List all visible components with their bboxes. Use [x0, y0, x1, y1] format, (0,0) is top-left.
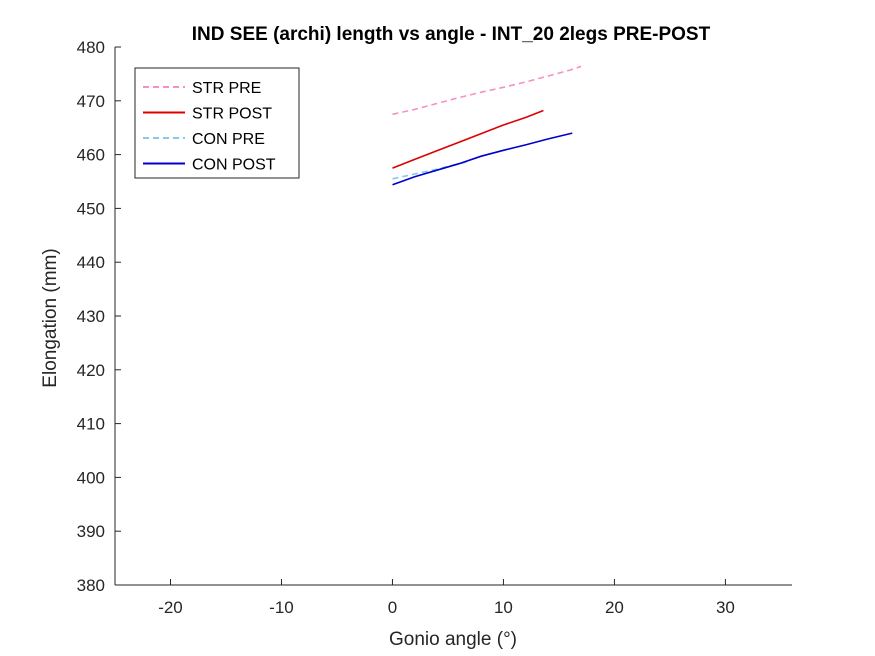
- x-tick-label: 0: [388, 598, 397, 617]
- x-axis: -20 -10 0 10 20 30: [115, 579, 792, 617]
- legend-label: STR PRE: [192, 80, 261, 97]
- y-tick-label: 460: [77, 146, 105, 165]
- y-tick-label: 480: [77, 38, 105, 57]
- x-tick-label: -20: [158, 598, 183, 617]
- legend: STR PRE STR POST CON PRE CON POST: [134, 67, 300, 179]
- y-axis-label: Elongation (mm): [40, 248, 61, 387]
- legend-label: CON POST: [192, 157, 276, 174]
- x-tick-label: -10: [269, 598, 294, 617]
- y-tick-label: 400: [77, 468, 105, 487]
- legend-label: CON PRE: [192, 131, 265, 148]
- x-tick-label: 20: [605, 598, 624, 617]
- y-tick-label: 390: [77, 522, 105, 541]
- chart-title: IND SEE (archi) length vs angle - INT_20…: [192, 24, 711, 45]
- y-tick-label: 440: [77, 253, 105, 272]
- y-axis: 380 390 400 410 420 430 440 450 460 470 480: [77, 38, 121, 595]
- y-tick-label: 420: [77, 361, 105, 380]
- legend-label: STR POST: [192, 106, 272, 123]
- y-tick-label: 380: [77, 576, 105, 595]
- y-tick-label: 410: [77, 415, 105, 434]
- x-tick-label: 30: [716, 598, 735, 617]
- series-line-con-post: [392, 132, 573, 186]
- y-tick-label: 430: [77, 307, 105, 326]
- series-line-str-pre: [392, 65, 582, 116]
- y-tick-label: 450: [77, 199, 105, 218]
- y-tick-label: 470: [77, 92, 105, 111]
- series-layer: [392, 65, 582, 186]
- legend-box: [134, 67, 300, 179]
- x-tick-label: 10: [494, 598, 513, 617]
- x-axis-label: Gonio angle (°): [389, 629, 517, 650]
- series-line-str-post: [392, 109, 544, 169]
